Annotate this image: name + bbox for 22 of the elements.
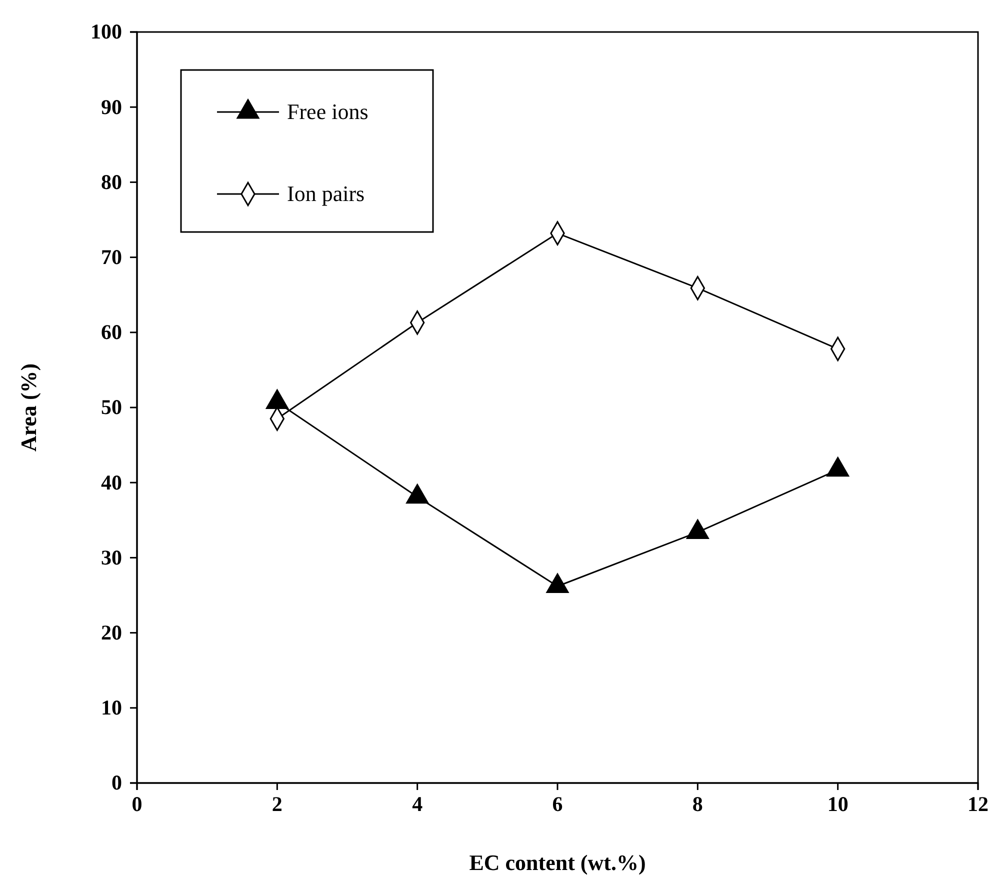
y-tick-label: 60 (101, 320, 122, 344)
y-tick-label: 70 (101, 245, 122, 270)
x-axis-title: EC content (wt.%) (469, 850, 646, 875)
x-tick-label: 12 (968, 792, 988, 816)
y-tick-label: 10 (101, 696, 122, 720)
x-tick-label: 8 (692, 792, 703, 816)
y-tick-label: 30 (101, 545, 122, 570)
x-tick-label: 6 (552, 792, 563, 816)
y-tick-label: 50 (101, 395, 122, 420)
x-tick-label: 0 (132, 792, 142, 816)
legend-label: Ion pairs (287, 181, 365, 206)
y-tick-label: 90 (101, 94, 122, 119)
y-axis-title: Area (%) (16, 363, 41, 452)
x-tick-label: 2 (272, 792, 282, 816)
y-tick-label: 100 (90, 20, 122, 44)
y-tick-label: 40 (101, 470, 122, 494)
y-tick-label: 0 (112, 770, 122, 795)
x-tick-label: 4 (412, 792, 424, 816)
y-tick-label: 20 (101, 620, 122, 645)
x-tick-label: 10 (827, 792, 848, 816)
y-tick-label: 80 (101, 170, 122, 194)
legend-label: Free ions (287, 99, 368, 124)
